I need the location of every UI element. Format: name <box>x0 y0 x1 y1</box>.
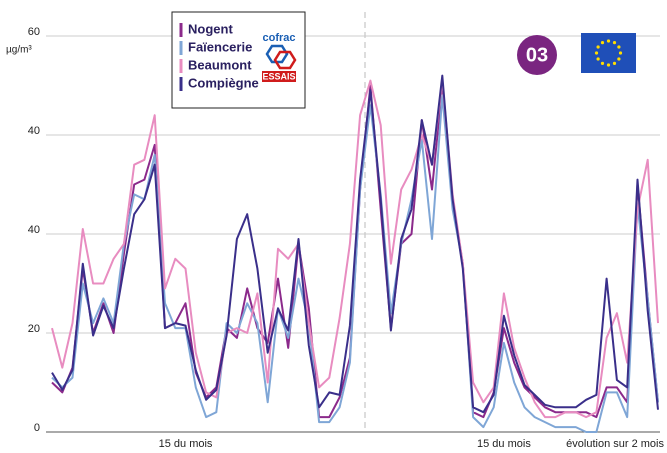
logo-text: ESSAIS <box>262 71 295 81</box>
series-line <box>51 94 659 433</box>
flag <box>581 33 636 73</box>
legend-label: Compiègne <box>188 75 259 90</box>
star <box>612 41 617 45</box>
star <box>606 63 611 67</box>
legend-label: Faïencerie <box>188 39 252 54</box>
y-tick-label: 20 <box>28 323 40 335</box>
y-tick-label: 40 <box>28 224 40 236</box>
star <box>618 51 623 55</box>
star <box>606 39 611 43</box>
legend-label: Nogent <box>188 21 233 36</box>
stars <box>594 39 623 67</box>
cofrac-logo: cofrac ESSAIS <box>262 32 297 82</box>
star <box>596 45 600 49</box>
series-line <box>51 79 659 419</box>
badge <box>517 35 557 75</box>
logo-text: cofrac <box>262 32 295 44</box>
star <box>596 57 600 61</box>
y-tick-label: 60 <box>28 26 40 38</box>
logo-hex <box>265 44 289 64</box>
y-tick-label: 0 <box>34 422 40 434</box>
x-axis-label: évolution sur 2 mois <box>566 438 664 450</box>
eu-flag <box>581 33 636 73</box>
star <box>617 57 621 61</box>
badge-text: 03 <box>526 44 548 66</box>
y-tick-label: 40 <box>28 125 40 137</box>
unit-label: µg/m³ <box>6 45 32 56</box>
star <box>612 61 617 65</box>
legend: Nogent Faïencerie Beaumont Compiègne <box>179 21 259 91</box>
star <box>600 61 605 65</box>
logo-hex <box>273 50 297 70</box>
legend-label: Beaumont <box>188 57 252 72</box>
x-tick-label: 15 du mois <box>477 438 531 450</box>
series-line <box>51 74 659 414</box>
x-tick-label: 15 du mois <box>159 438 213 450</box>
logo-band <box>262 71 296 82</box>
plot: 0 20 40 40 60 15 du mois 15 du mois <box>28 26 660 450</box>
star <box>617 45 621 49</box>
star <box>600 41 605 45</box>
star <box>594 51 599 55</box>
